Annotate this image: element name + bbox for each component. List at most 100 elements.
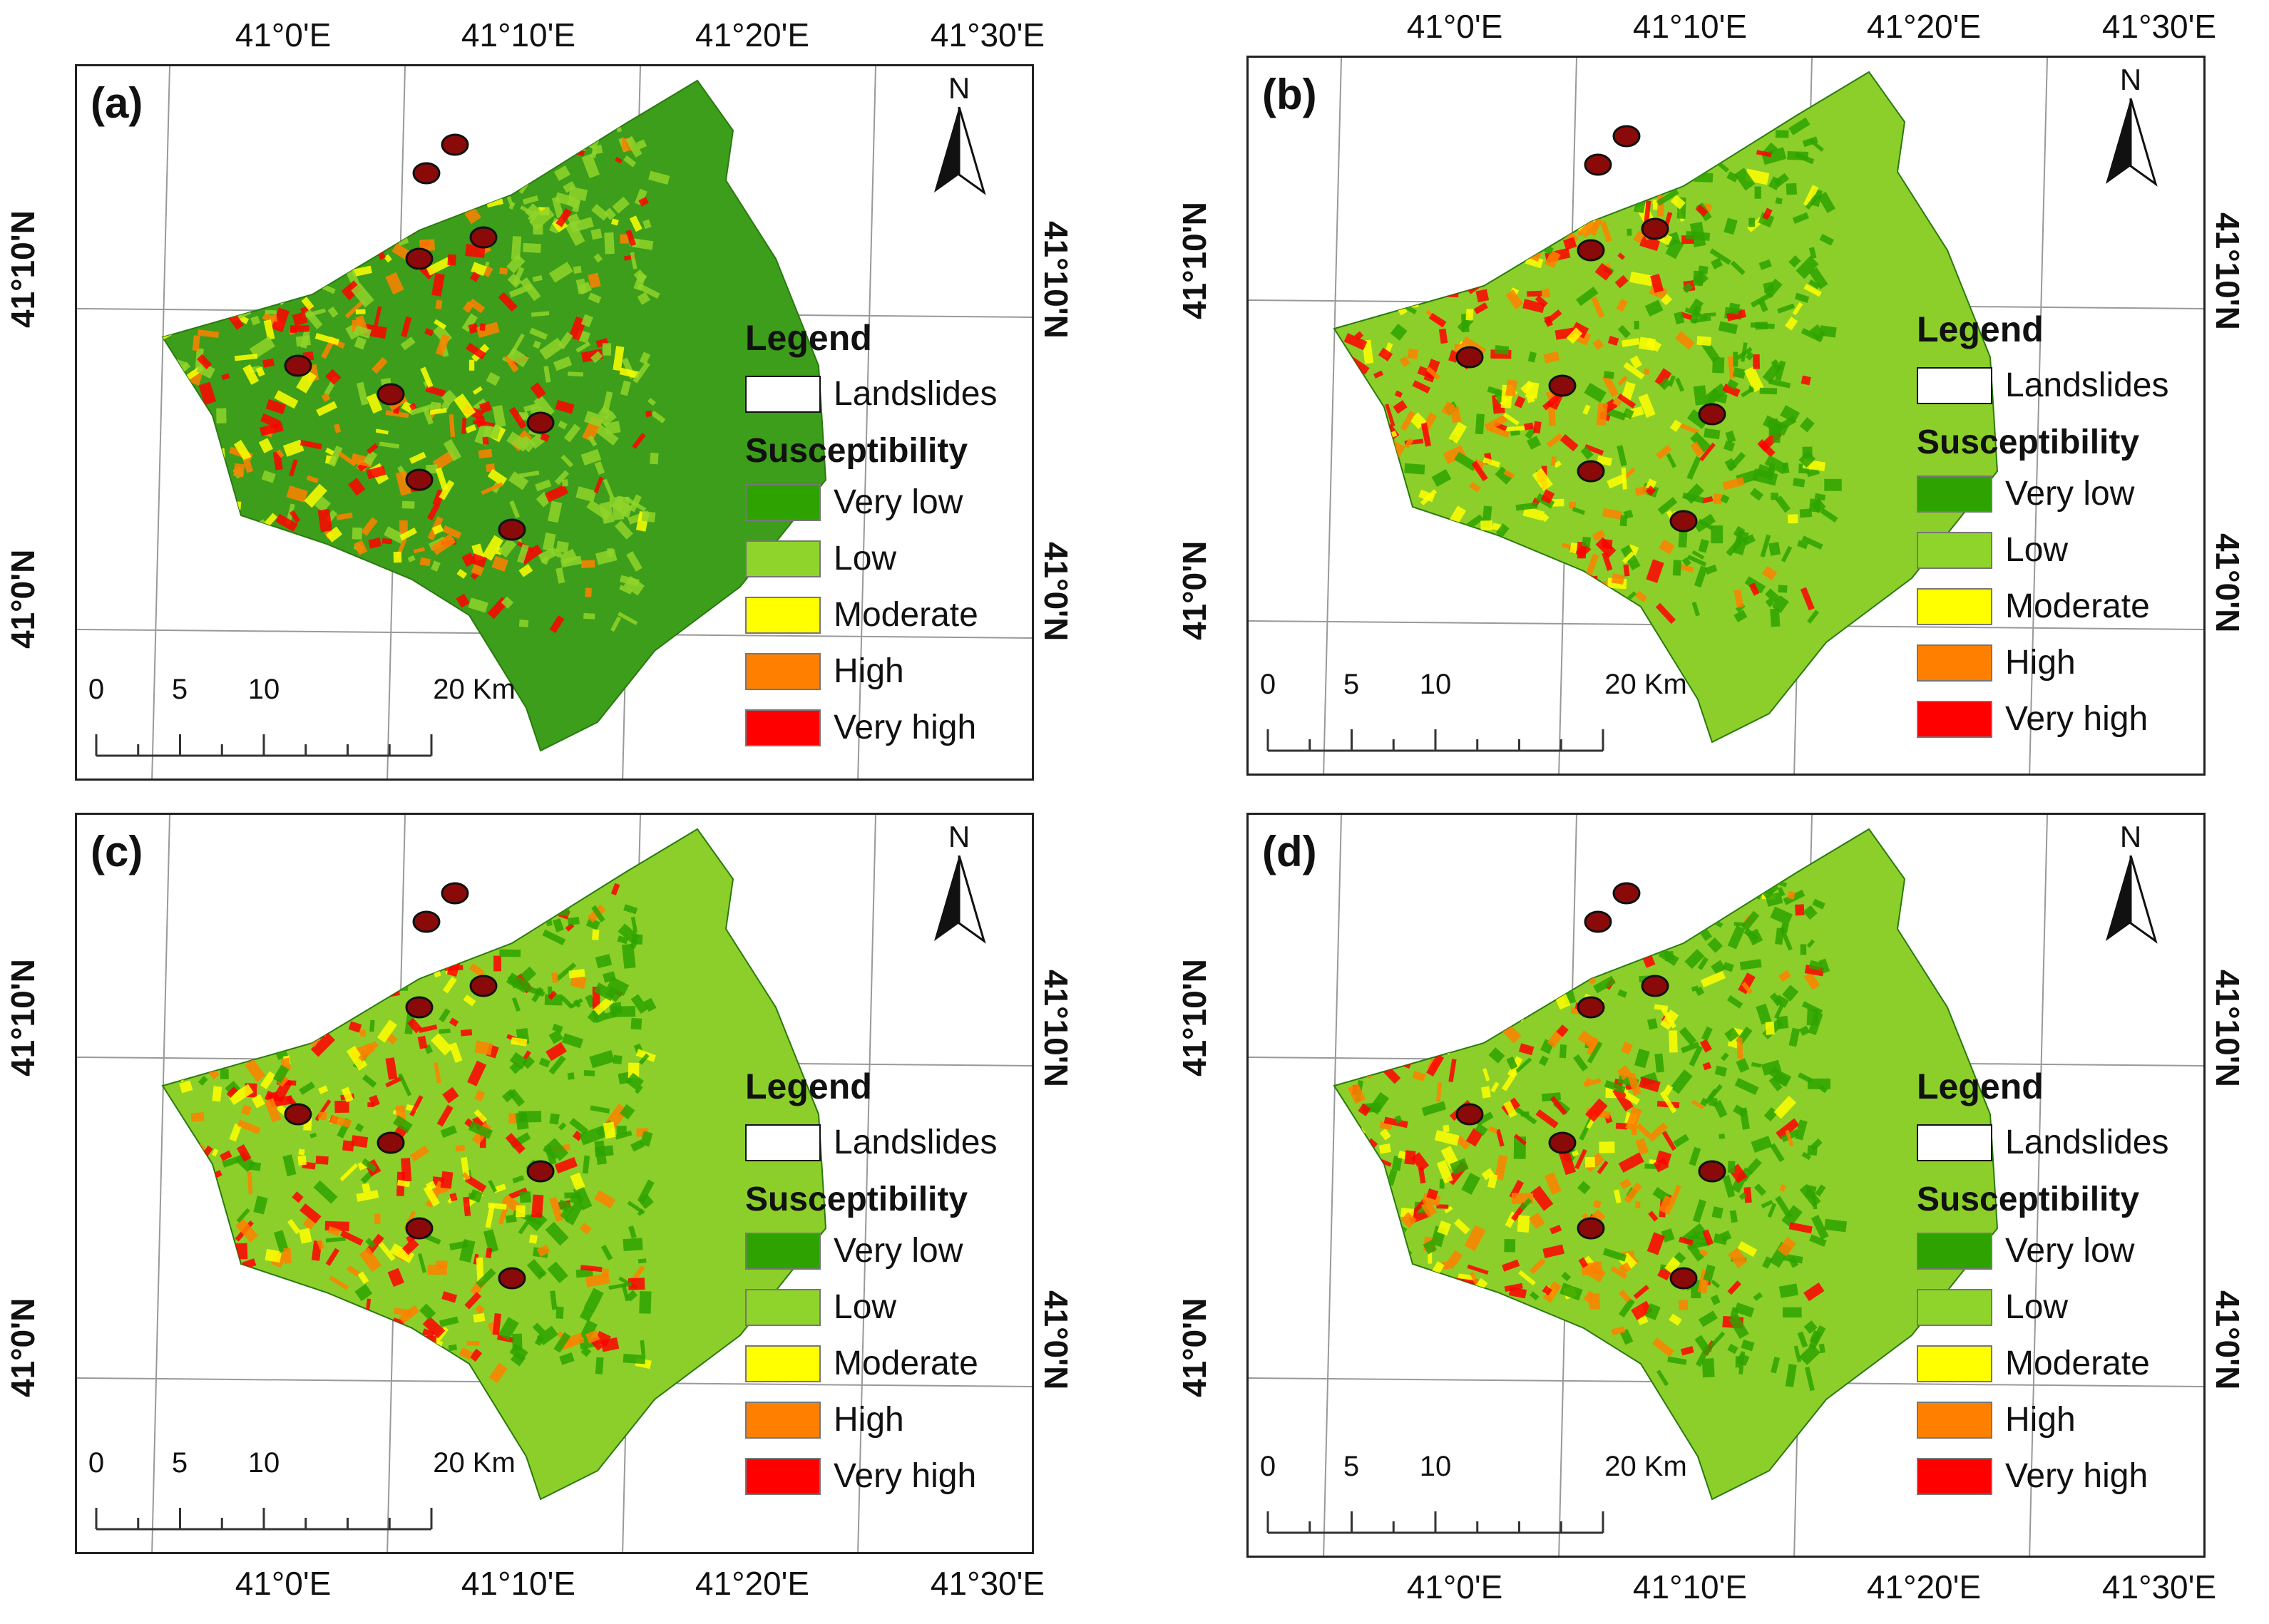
longitude-label: 41°30'E bbox=[930, 1565, 1045, 1602]
scale-bar-line bbox=[95, 734, 433, 757]
scale-tick-label: 20 Km bbox=[433, 674, 516, 705]
landslide-polygon bbox=[469, 975, 498, 997]
latitude-label-left: 41°0'N bbox=[1176, 1297, 1213, 1397]
latitude-label-right: 41°10'N bbox=[1038, 970, 1075, 1087]
landslide-polygon bbox=[1584, 153, 1612, 176]
legend-label: Very high bbox=[2005, 1457, 2148, 1495]
legend-item: Low bbox=[745, 539, 896, 578]
legend-swatch bbox=[745, 596, 821, 634]
legend-item: High bbox=[745, 1400, 904, 1439]
landslide-polygon bbox=[1577, 239, 1605, 262]
landslide-polygon bbox=[498, 518, 526, 541]
graticule-lon-3 bbox=[857, 815, 876, 1552]
graticule-lon-3 bbox=[2029, 58, 2048, 774]
map-a bbox=[77, 66, 1032, 778]
legend-item: Moderate bbox=[1917, 587, 2150, 626]
legend-swatch bbox=[1917, 531, 1992, 569]
landslides-swatch bbox=[745, 1124, 821, 1161]
legend-label: Low bbox=[834, 1288, 897, 1326]
latitude-label-right: 41°0'N bbox=[1038, 542, 1075, 642]
legend-swatch bbox=[1917, 587, 1992, 625]
graticule-lon-0 bbox=[151, 815, 170, 1552]
landslide-polygon bbox=[1698, 403, 1726, 426]
legend-label: Very low bbox=[834, 1232, 963, 1270]
legend-label: Low bbox=[2005, 531, 2069, 569]
scale-tick-label: 5 bbox=[1343, 669, 1360, 700]
landslide-polygon bbox=[1641, 975, 1669, 997]
legend-subtitle: Susceptibility bbox=[1917, 1181, 2140, 1218]
legend-title: Legend bbox=[745, 1067, 872, 1106]
graticule-lon-0 bbox=[1323, 815, 1342, 1556]
legend-swatch bbox=[745, 540, 821, 577]
scale-bar-line bbox=[1266, 729, 1604, 752]
north-letter: N bbox=[2119, 63, 2142, 96]
longitude-label: 41°10'E bbox=[1632, 8, 1748, 45]
legend-label: High bbox=[834, 652, 904, 690]
legend-swatch bbox=[1917, 475, 1992, 513]
map-frame-b bbox=[1246, 56, 2206, 776]
legend-title: Legend bbox=[745, 318, 872, 358]
scale-tick-label: 20 Km bbox=[1604, 1451, 1687, 1482]
legend-label: Landslides bbox=[2005, 1124, 2169, 1161]
latitude-label-right: 41°10'N bbox=[2209, 970, 2246, 1087]
legend-subtitle: Susceptibility bbox=[745, 1181, 968, 1218]
scale-tick-label: 20 Km bbox=[1604, 669, 1687, 700]
landslide-polygon bbox=[412, 910, 441, 933]
longitude-label: 41°20'E bbox=[1866, 1568, 1982, 1605]
legend-item: High bbox=[1917, 643, 2076, 682]
landslide-polygon bbox=[1455, 346, 1484, 369]
legend: Legend Landslides Susceptibility Very low Lo… bbox=[745, 317, 1030, 774]
landslide-polygon bbox=[377, 383, 405, 406]
scale-bar: 0 5 10 20 Km bbox=[1260, 669, 1687, 769]
legend-swatch bbox=[745, 483, 821, 521]
legend-title: Legend bbox=[1917, 1067, 2044, 1106]
latitude-label-left: 41°10'N bbox=[1176, 202, 1213, 319]
landslide-polygon bbox=[1548, 374, 1577, 397]
latitude-label-left: 41°0'N bbox=[4, 549, 41, 649]
longitude-label: 41°20'E bbox=[695, 1565, 810, 1602]
legend-label: Very low bbox=[2005, 475, 2135, 513]
map-c bbox=[77, 815, 1032, 1552]
legend-label: High bbox=[834, 1401, 904, 1439]
latitude-label-left: 41°10'N bbox=[4, 210, 41, 328]
legend-label: Very low bbox=[834, 483, 963, 521]
legend-swatch bbox=[1917, 1401, 1992, 1439]
legend-label: Low bbox=[2005, 1288, 2069, 1326]
scale-tick-label: 0 bbox=[1259, 1451, 1276, 1482]
graticule-lon-3 bbox=[857, 66, 876, 778]
scale-bar: 0 5 10 20 Km bbox=[88, 674, 516, 774]
landslides-swatch bbox=[1917, 1124, 1992, 1161]
north-arrow: N bbox=[2099, 63, 2163, 191]
legend-subtitle: Susceptibility bbox=[745, 432, 968, 470]
legend-title: Legend bbox=[1917, 309, 2044, 349]
scale-tick-label: 5 bbox=[171, 674, 188, 705]
legend-label: Landslides bbox=[834, 1124, 998, 1161]
map-d bbox=[1249, 815, 2203, 1556]
landslide-polygon bbox=[405, 1217, 434, 1240]
north-arrow-icon bbox=[2106, 855, 2158, 944]
legend-swatch bbox=[745, 652, 821, 690]
legend-swatch bbox=[745, 1401, 821, 1439]
legend-label: Landslides bbox=[2005, 366, 2169, 404]
landslide-polygon bbox=[284, 354, 312, 377]
landslide-polygon bbox=[405, 468, 434, 491]
landslide-polygon bbox=[1584, 910, 1612, 933]
legend-swatch bbox=[745, 1288, 821, 1326]
latitude-label-right: 41°10'N bbox=[1038, 221, 1075, 339]
north-arrow-icon bbox=[934, 107, 986, 195]
legend-item-landslides: Landslides bbox=[745, 374, 998, 413]
legend-swatch bbox=[1917, 700, 1992, 738]
longitude-label: 41°30'E bbox=[2101, 8, 2217, 45]
legend-item: Very low bbox=[1917, 1231, 2134, 1270]
landslide-polygon bbox=[405, 247, 434, 270]
legend: Legend Landslides Susceptibility Very low Lo… bbox=[1917, 1066, 2202, 1522]
north-letter: N bbox=[2119, 820, 2142, 853]
landslide-polygon bbox=[284, 1103, 312, 1126]
legend-swatch bbox=[1917, 1457, 1992, 1495]
north-arrow-icon bbox=[934, 855, 986, 944]
scale-tick-label: 10 bbox=[247, 1447, 280, 1479]
scale-bar: 0 5 10 20 Km bbox=[88, 1447, 516, 1547]
legend-item: Moderate bbox=[745, 1344, 978, 1383]
scale-tick-label: 0 bbox=[1259, 669, 1276, 700]
longitude-label: 41°0'E bbox=[235, 16, 332, 53]
